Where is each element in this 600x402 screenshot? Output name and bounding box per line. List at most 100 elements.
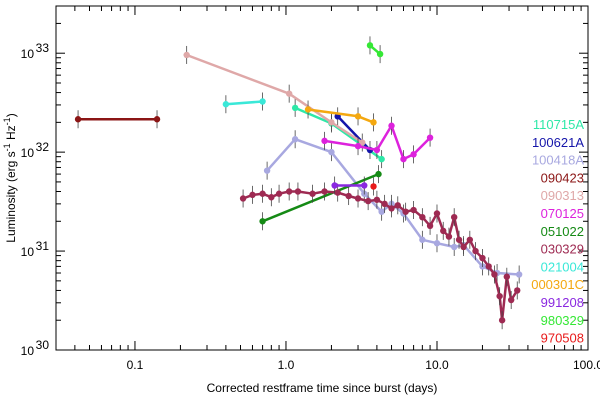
data-point [426,222,434,230]
series-line [186,53,363,144]
data-point [503,273,511,280]
data-point [359,139,366,146]
data-point [498,317,506,324]
legend-entry: 021004 [541,259,584,274]
data-point [285,90,293,97]
data-point [354,195,362,202]
x-axis-title: Corrected restframe time since burst (da… [207,381,438,395]
legend-entry: 980329 [541,313,584,328]
legend-entry: 070125 [541,206,584,221]
data-point [328,119,335,126]
data-point [394,202,401,209]
legend-entry: 991208 [541,295,584,310]
data-point [328,148,335,156]
series-line [266,137,520,276]
y-tick-label-exponent: 32 [36,140,50,154]
data-point [419,213,426,221]
data-point [507,296,515,304]
y-tick-label: 10 [21,344,35,358]
series-051022 [259,165,382,231]
data-point [183,51,190,59]
y-axis-title-part: Luminosity (erg s [4,151,18,242]
legend-entry: 090423 [541,170,584,185]
data-point [373,196,381,203]
data-point [491,271,498,278]
series-line [262,172,379,223]
series-090313 [183,45,366,152]
data-point [400,155,407,163]
data-point [440,227,447,235]
data-point [291,104,299,112]
legend-entry: 051022 [541,224,584,239]
data-point [460,243,467,251]
data-point [514,287,521,294]
data-point [321,137,328,145]
data-point [515,271,523,278]
data-point [496,292,503,300]
data-point [74,116,82,123]
data-point [222,101,230,108]
x-tick-label: 1.0 [278,358,295,372]
data-point [285,188,293,195]
data-point [426,134,434,141]
data-point [354,142,362,150]
data-point [445,233,453,240]
data-point [455,236,463,243]
data-point [388,205,395,212]
data-point [375,170,382,178]
data-point [291,136,299,143]
y-tick-label: 10 [21,47,35,61]
y-axis-title-part: Hz [4,125,18,143]
data-point [263,167,271,174]
data-point [370,183,377,190]
legend-entry: 970508 [541,331,584,346]
series-090423 [74,110,161,129]
series-970508 [370,177,377,196]
data-point [388,122,395,129]
data-point [433,210,441,217]
data-point [321,188,328,195]
legend-entry: 110715A [533,117,584,132]
data-point [259,98,266,105]
data-point [373,146,381,154]
legend-entry: 030329 [541,242,584,257]
data-point [153,116,161,123]
data-point [309,190,316,197]
data-point [450,243,458,251]
data-point [259,190,266,197]
plot-frame [55,5,589,351]
series-980329 [366,36,384,64]
series-991208 [331,176,368,195]
y-tick-label-exponent: 30 [36,338,50,352]
data-point [378,155,385,163]
legend-entry: 100418A [532,153,584,168]
data-point [354,113,362,120]
data-point [268,194,275,201]
data-point [334,189,341,196]
data-point [479,254,486,262]
data-point [433,240,441,247]
data-point [378,208,385,215]
data-point [410,151,417,158]
data-point [381,200,388,208]
y-axis-title: Luminosity (erg s-1 Hz-1) [2,113,18,242]
y-axis-title-exponent: -1 [2,117,12,125]
data-point [472,247,479,255]
series-line [225,100,263,106]
data-point [466,236,474,243]
y-tick-label-exponent: 33 [36,41,50,55]
data-point [304,106,312,113]
y-tick-label: 10 [21,146,35,160]
y-axis-title-exponent: -1 [2,143,12,151]
legend-entry: 090313 [541,188,584,203]
data-point [370,119,377,126]
x-tick-label: 0.1 [127,358,144,372]
series-070125 [321,116,434,169]
data-point [275,190,283,197]
series-030329 [239,182,521,330]
legend: 110715A 100621A 100418A 090423 090313 070125 0… [531,117,584,346]
data-point [345,192,352,200]
data-point [361,182,368,189]
